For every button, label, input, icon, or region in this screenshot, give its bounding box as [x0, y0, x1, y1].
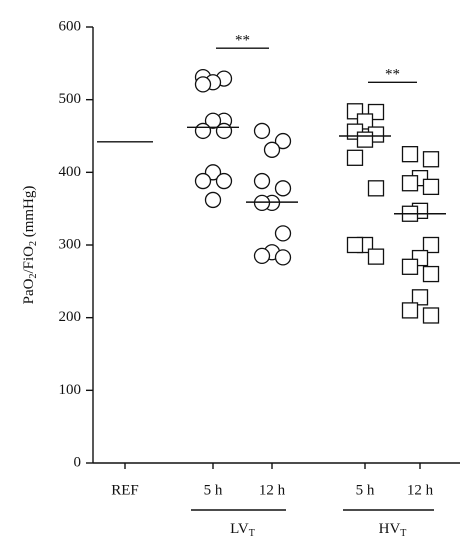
y-title-sub: 2	[28, 274, 39, 279]
data-point	[422, 178, 440, 196]
y-title-part: /FiO	[21, 246, 37, 274]
data-point	[367, 248, 385, 265]
significance-label: **	[235, 33, 250, 49]
data-point	[401, 302, 419, 319]
data-point	[401, 258, 419, 275]
data-point	[194, 122, 212, 140]
group-label-main: HV	[379, 521, 401, 537]
data-point	[274, 249, 292, 266]
data-point	[263, 141, 281, 158]
y-tick-label: 100	[59, 382, 82, 398]
group-label-main: LV	[230, 521, 249, 537]
y-tick-label: 300	[59, 236, 82, 252]
data-point	[204, 191, 222, 209]
data-point	[274, 180, 292, 197]
data-point	[274, 132, 292, 150]
y-axis-title: PaO2/FiO2 (mmHg)	[21, 186, 39, 305]
group-label-sub: T	[400, 528, 406, 539]
data-point	[401, 146, 419, 163]
data-point	[253, 122, 271, 140]
y-tick-label: 500	[59, 91, 82, 107]
data-point	[215, 122, 233, 140]
y-title-sub: 2	[28, 241, 39, 246]
data-point	[253, 172, 271, 190]
significance-label: **	[385, 67, 400, 83]
data-point	[401, 175, 419, 192]
x-tick-label: 5 h	[204, 482, 223, 498]
y-tick-label: 200	[59, 309, 82, 325]
y-tick-label: 400	[59, 164, 82, 180]
data-point	[422, 307, 440, 324]
data-point	[411, 289, 429, 306]
data-point	[422, 265, 440, 283]
data-point	[356, 131, 374, 148]
y-title-part: (mmHg)	[21, 186, 37, 241]
data-point	[346, 149, 364, 166]
data-point	[204, 112, 222, 129]
y-tick-label: 0	[74, 454, 82, 470]
data-point	[346, 236, 364, 254]
y-title-part: PaO	[21, 278, 37, 304]
x-tick-label: REF	[111, 482, 139, 498]
group-label: LVT	[230, 521, 255, 539]
data-point	[253, 194, 271, 212]
group-label: HVT	[379, 521, 407, 539]
group-label-sub: T	[249, 528, 255, 539]
data-point	[253, 247, 271, 265]
data-point	[422, 151, 440, 168]
data-point	[422, 236, 440, 254]
data-point	[194, 76, 212, 93]
data-point	[215, 172, 233, 190]
data-point	[367, 180, 385, 197]
x-tick-label: 12 h	[259, 482, 286, 498]
y-tick-label: 600	[59, 18, 82, 34]
data-point	[274, 225, 292, 242]
x-tick-label: 5 h	[356, 482, 375, 498]
data-point	[194, 172, 212, 190]
x-tick-label: 12 h	[407, 482, 434, 498]
